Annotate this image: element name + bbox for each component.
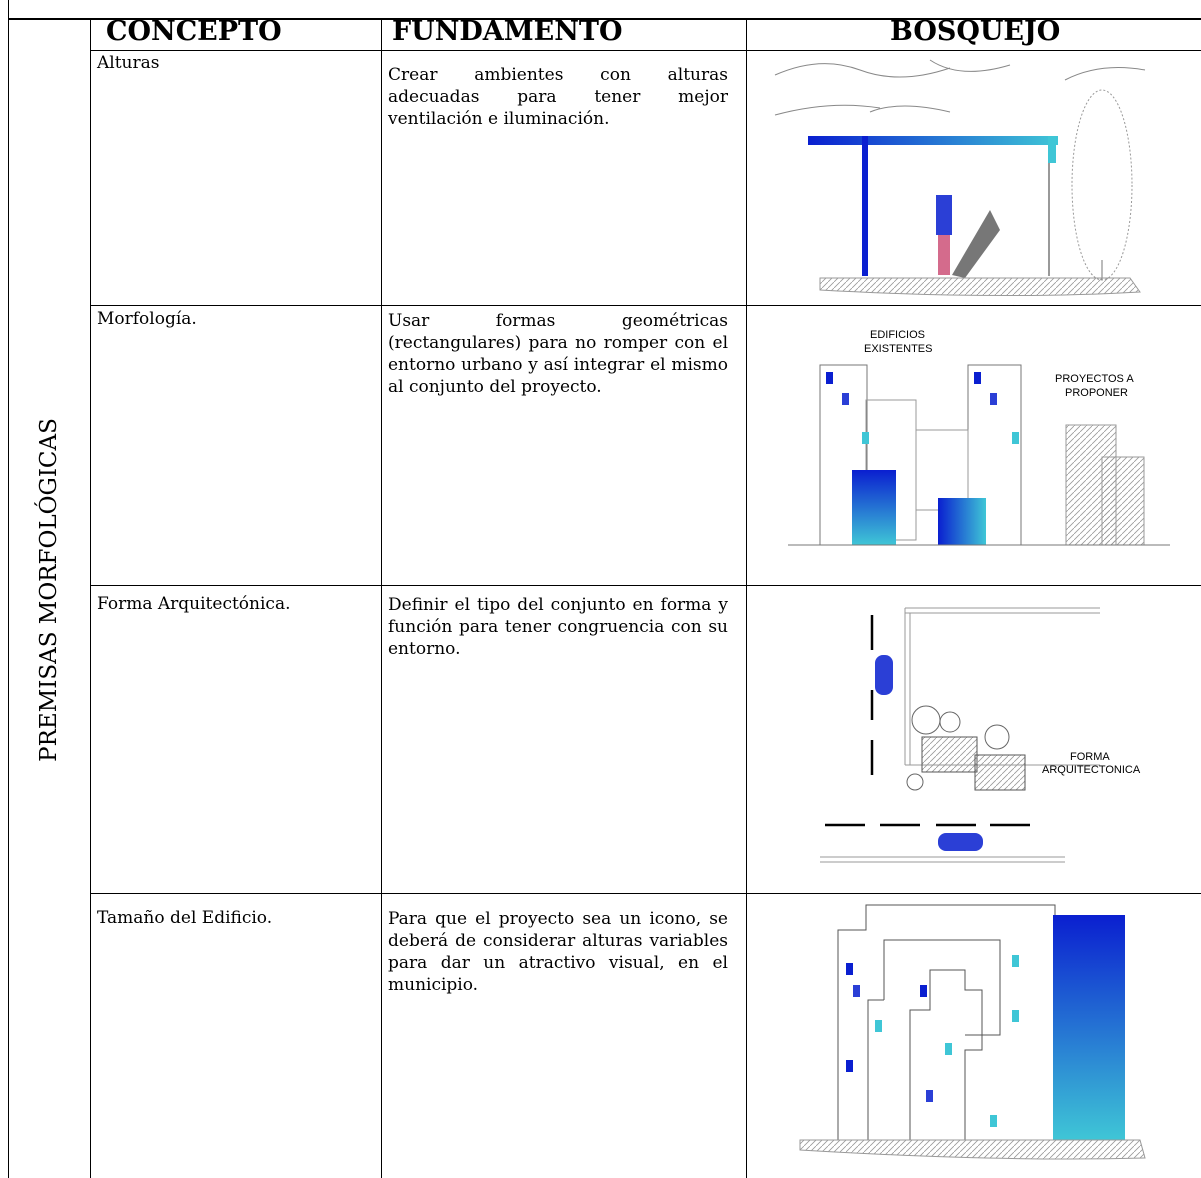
- rule: [381, 18, 382, 1178]
- sketch-label: FORMA: [1070, 751, 1110, 763]
- sketch-label: EDIFICIOS: [870, 329, 925, 341]
- rationale: Para que el proyecto sea un icono, se de…: [388, 909, 728, 995]
- rule: [746, 18, 747, 1178]
- concept: Tamaño del Edificio.: [97, 908, 273, 928]
- sketch-label: EXISTENTES: [864, 343, 932, 355]
- concept: Forma Arquitectónica.: [97, 594, 291, 614]
- sketch-form: FORMA ARQUITECTONICA: [820, 607, 1141, 863]
- concept: Morfología.: [97, 309, 197, 329]
- header: CONCEPTO: [106, 16, 282, 47]
- rationale: Definir el tipo del conjunto en forma y …: [388, 595, 728, 659]
- rationale: Usar formas geométricas (rectangulares) …: [388, 311, 728, 397]
- header: FUNDAMENTO: [392, 16, 623, 47]
- sketch-label: PROYECTOS A: [1055, 373, 1134, 385]
- rationale: Crear ambientes con alturas adecuadas pa…: [388, 65, 728, 129]
- rule: [8, 0, 9, 1178]
- sketch-morphology: EDIFICIOS EXISTENTES PROYECTOS A PROPONE…: [788, 329, 1170, 546]
- rule: [90, 18, 91, 1178]
- rule: [90, 50, 1201, 51]
- sketch-heights: [774, 59, 1146, 297]
- header: BOSQUEJO: [890, 16, 1061, 47]
- sketch-label: ARQUITECTONICA: [1042, 764, 1141, 776]
- rule: [8, 18, 1201, 20]
- rule: [90, 305, 1201, 306]
- sketch-label: PROPONER: [1065, 387, 1128, 399]
- concept: Alturas: [97, 53, 160, 73]
- sketch-size: [799, 904, 1146, 1160]
- rule: [90, 585, 1201, 586]
- rule: [90, 893, 1201, 894]
